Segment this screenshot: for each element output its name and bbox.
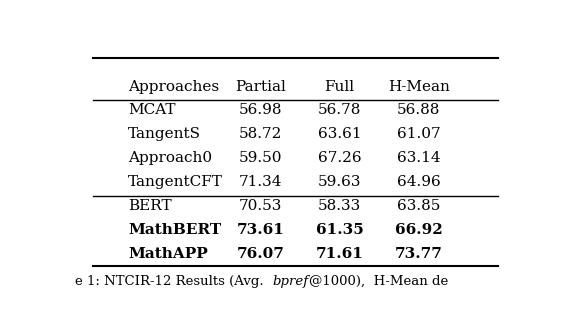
Text: 70.53: 70.53 xyxy=(239,199,282,213)
Text: MathAPP: MathAPP xyxy=(128,247,208,261)
Text: 56.78: 56.78 xyxy=(318,103,361,117)
Text: 56.98: 56.98 xyxy=(239,103,282,117)
Text: 73.77: 73.77 xyxy=(395,247,442,261)
Text: 64.96: 64.96 xyxy=(397,175,441,189)
Text: Approach0: Approach0 xyxy=(128,151,212,165)
Text: 59.50: 59.50 xyxy=(239,151,282,165)
Text: MathBERT: MathBERT xyxy=(128,223,222,237)
Text: 59.63: 59.63 xyxy=(318,175,361,189)
Text: 56.88: 56.88 xyxy=(397,103,440,117)
Text: e 1: NTCIR-12 Results (Avg.: e 1: NTCIR-12 Results (Avg. xyxy=(76,275,273,288)
Text: 61.35: 61.35 xyxy=(316,223,364,237)
Text: bpref: bpref xyxy=(273,275,308,288)
Text: @1000),  H-Mean de: @1000), H-Mean de xyxy=(308,275,448,288)
Text: 67.26: 67.26 xyxy=(318,151,361,165)
Text: 71.34: 71.34 xyxy=(239,175,282,189)
Text: Partial: Partial xyxy=(235,80,286,94)
Text: 66.92: 66.92 xyxy=(395,223,442,237)
Text: 58.33: 58.33 xyxy=(318,199,361,213)
Text: H-Mean: H-Mean xyxy=(388,80,450,94)
Text: 58.72: 58.72 xyxy=(239,127,282,141)
Text: 61.07: 61.07 xyxy=(397,127,441,141)
Text: MCAT: MCAT xyxy=(128,103,176,117)
Text: TangentCFT: TangentCFT xyxy=(128,175,223,189)
Text: Approaches: Approaches xyxy=(128,80,219,94)
Text: 63.85: 63.85 xyxy=(397,199,440,213)
Text: 71.61: 71.61 xyxy=(316,247,364,261)
Text: 73.61: 73.61 xyxy=(236,223,284,237)
Text: 76.07: 76.07 xyxy=(236,247,284,261)
Text: TangentS: TangentS xyxy=(128,127,201,141)
Text: 63.61: 63.61 xyxy=(318,127,361,141)
Text: Full: Full xyxy=(324,80,354,94)
Text: BERT: BERT xyxy=(128,199,172,213)
Text: 63.14: 63.14 xyxy=(397,151,441,165)
